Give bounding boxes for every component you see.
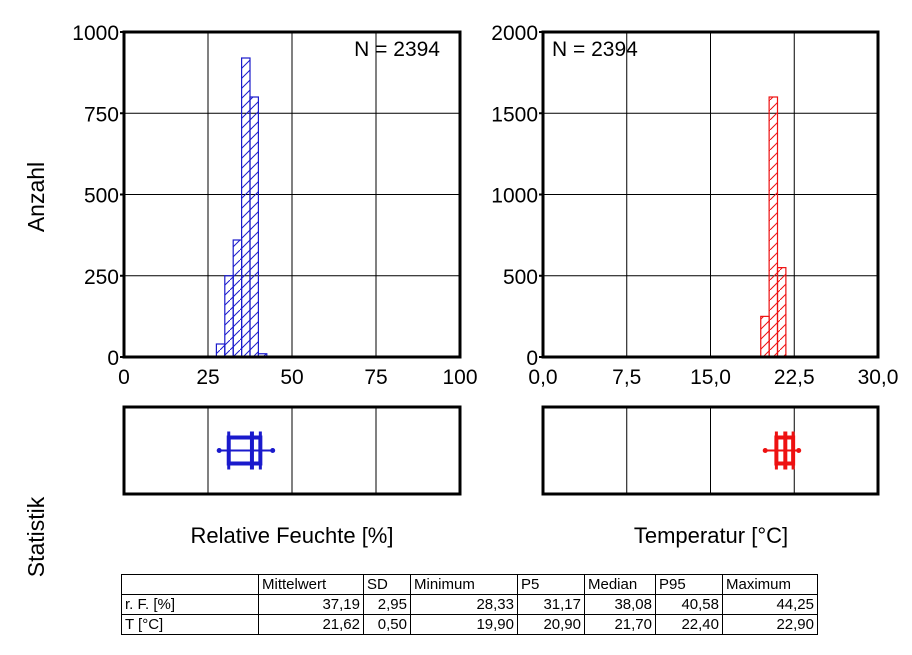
temperature-boxplot bbox=[762, 431, 802, 470]
table-cell: 19,90 bbox=[410, 614, 518, 635]
table-cell: 0,50 bbox=[363, 614, 411, 635]
humidity-boxplot bbox=[216, 431, 276, 470]
table-header-cell: Minimum bbox=[410, 574, 518, 595]
table-cell: 44,25 bbox=[722, 594, 818, 615]
humidity-boxplot-extreme bbox=[216, 448, 222, 453]
table-row-label: r. F. [%] bbox=[121, 594, 259, 615]
temperature-boxplot-frame bbox=[541, 405, 880, 496]
table-cell: 21,70 bbox=[584, 614, 656, 635]
humidity-histogram-bar bbox=[241, 57, 251, 358]
table-row: T [°C] 21,62 0,50 19,90 20,90 21,70 22,4… bbox=[121, 614, 818, 635]
humidity-histogram-bar bbox=[249, 96, 259, 358]
y-axis-label: Anzahl bbox=[23, 162, 49, 232]
humidity-n-annotation: N = 2394 bbox=[354, 38, 440, 61]
humidity-x-tick-label: 50 bbox=[280, 366, 303, 389]
table-cell: 21,62 bbox=[258, 614, 364, 635]
table-cell: 20,90 bbox=[517, 614, 585, 635]
temperature-histogram-bar bbox=[768, 96, 779, 358]
table-cell: 40,58 bbox=[655, 594, 723, 615]
temperature-x-label: Temperatur [°C] bbox=[634, 523, 788, 548]
table-header-row: Mittelwert SD Minimum P5 Median P95 Maxi… bbox=[121, 574, 818, 595]
table-cell: 2,95 bbox=[363, 594, 411, 615]
humidity-x-label: Relative Feuchte [%] bbox=[191, 523, 394, 548]
table-header-cell: P95 bbox=[655, 574, 723, 595]
table-header-cell: Mittelwert bbox=[258, 574, 364, 595]
humidity-y-tick-label: 0 bbox=[107, 347, 119, 370]
temperature-n-annotation: N = 2394 bbox=[552, 38, 638, 61]
temperature-y-tick-label: 1000 bbox=[491, 185, 538, 208]
humidity-histogram-bar bbox=[215, 343, 226, 358]
temperature-x-tick-label: 30,0 bbox=[858, 366, 899, 389]
table-cell: 38,08 bbox=[584, 594, 656, 615]
humidity-boxplot-extreme bbox=[270, 448, 276, 453]
temperature-x-tick-label: 15,0 bbox=[690, 366, 731, 389]
humidity-boxplot-frame bbox=[122, 405, 462, 496]
table-cell: 31,17 bbox=[517, 594, 585, 615]
table-cell: 22,90 bbox=[722, 614, 818, 635]
table-header-cell: P5 bbox=[517, 574, 585, 595]
humidity-x-tick-label: 25 bbox=[196, 366, 219, 389]
temperature-y-tick-label: 500 bbox=[503, 266, 538, 289]
temperature-y-tick-label: 0 bbox=[526, 347, 538, 370]
statistics-label: Statistik bbox=[23, 496, 49, 577]
table-header-cell: SD bbox=[363, 574, 411, 595]
temperature-y-tick-label: 2000 bbox=[491, 22, 538, 45]
temperature-x-tick-label: 22,5 bbox=[774, 366, 815, 389]
humidity-x-tick-label: 75 bbox=[364, 366, 387, 389]
statistics-table: Mittelwert SD Minimum P5 Median P95 Maxi… bbox=[121, 574, 818, 635]
humidity-histogram: 0 250 500 750 1000 0 25 50 75 100 N = 2394 bbox=[72, 22, 478, 496]
humidity-histogram-bar bbox=[232, 239, 243, 358]
table-header-cell bbox=[121, 574, 259, 595]
temperature-histogram-bar bbox=[776, 267, 787, 358]
table-header-cell: Median bbox=[584, 574, 656, 595]
temperature-histogram-bar bbox=[760, 315, 770, 358]
temperature-x-tick-label: 7,5 bbox=[612, 366, 641, 389]
table-cell: 22,40 bbox=[655, 614, 723, 635]
humidity-x-tick-label: 100 bbox=[442, 366, 477, 389]
table-cell: 37,19 bbox=[258, 594, 364, 615]
temperature-histogram: 0 500 1000 1500 2000 0,0 7,5 15,0 22,5 30,0 N = 23… bbox=[491, 22, 899, 496]
temperature-x-tick-label: 0,0 bbox=[528, 366, 557, 389]
humidity-x-tick-label: 0 bbox=[118, 366, 130, 389]
temperature-y-tick-label: 1500 bbox=[491, 103, 538, 126]
temperature-boxplot-extreme bbox=[796, 448, 802, 453]
table-row: r. F. [%] 37,19 2,95 28,33 31,17 38,08 4… bbox=[121, 594, 818, 615]
humidity-histogram-bar bbox=[224, 275, 234, 358]
humidity-y-tick-label: 750 bbox=[84, 103, 119, 126]
table-header-cell: Maximum bbox=[722, 574, 818, 595]
table-row-label: T [°C] bbox=[121, 614, 259, 635]
humidity-y-tick-label: 250 bbox=[84, 266, 119, 289]
temperature-boxplot-extreme bbox=[762, 448, 768, 453]
humidity-y-tick-label: 1000 bbox=[72, 22, 119, 45]
table-cell: 28,33 bbox=[410, 594, 518, 615]
humidity-y-tick-label: 500 bbox=[84, 185, 119, 208]
